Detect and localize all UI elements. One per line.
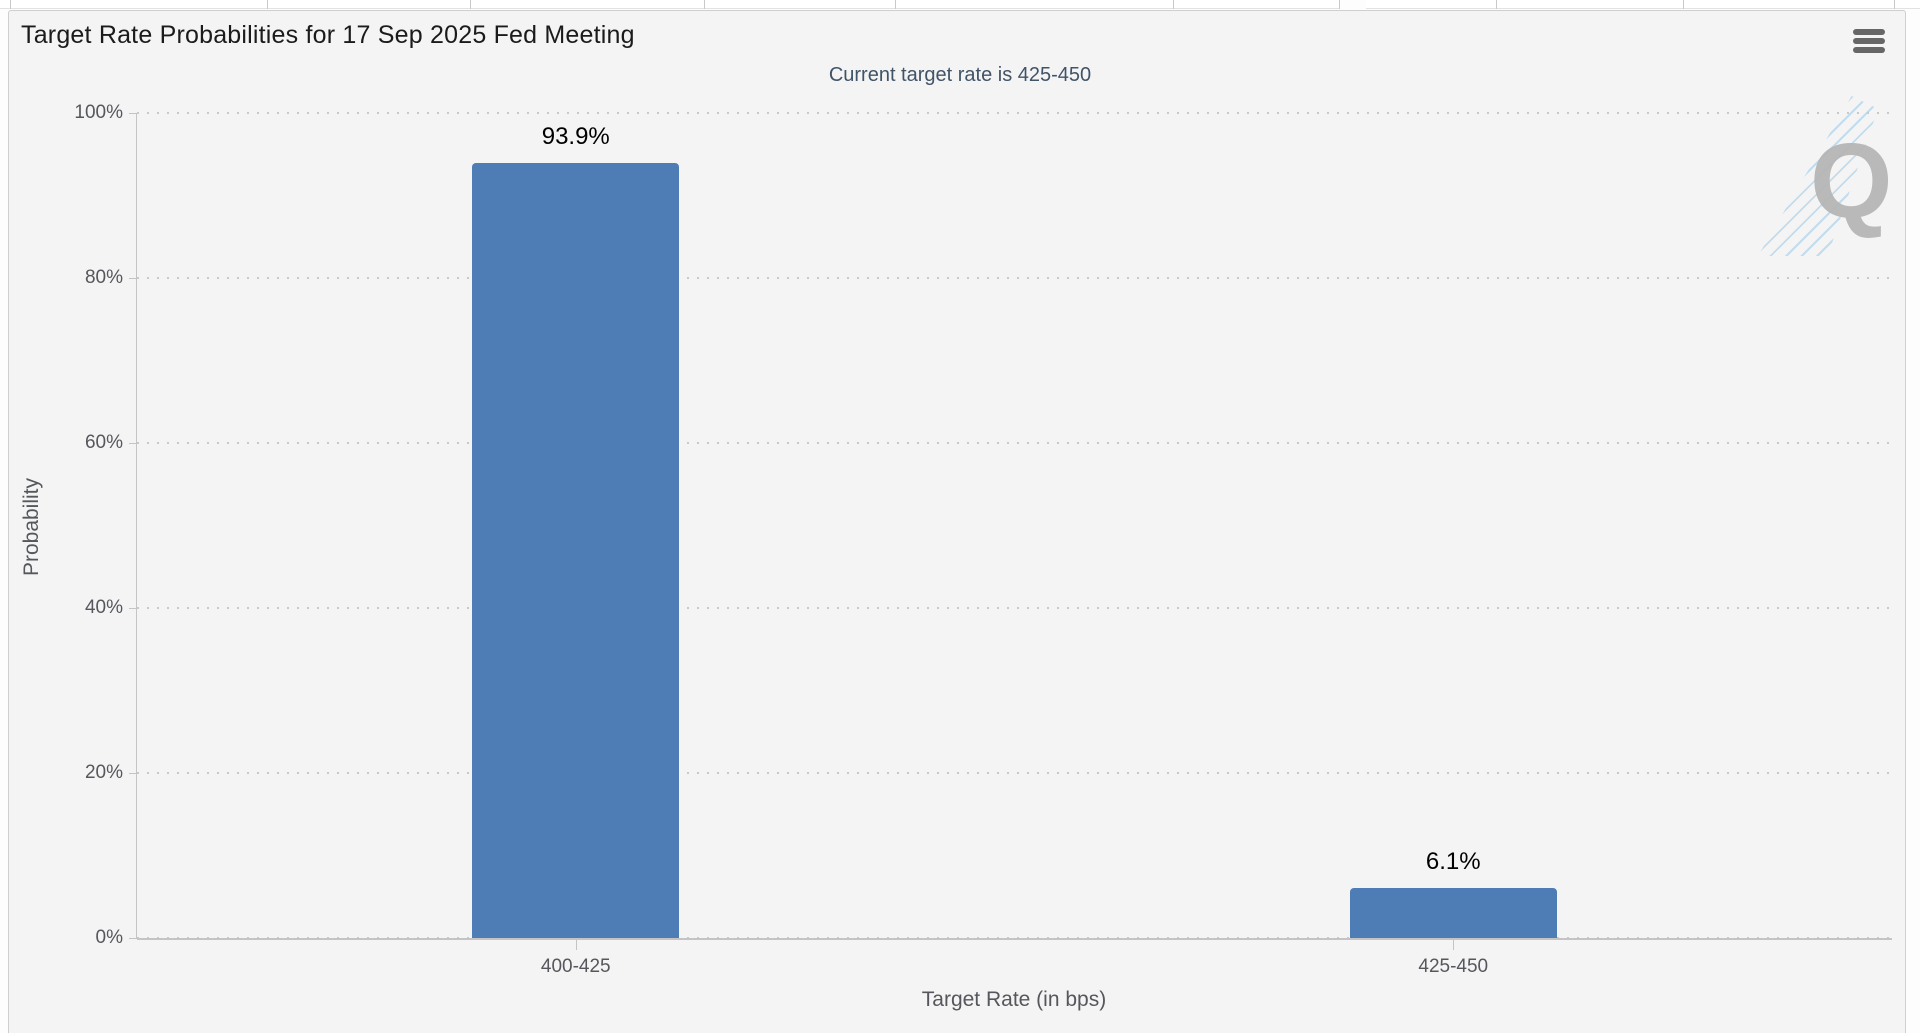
y-axis-label: 0%	[95, 927, 123, 948]
tab-divider	[704, 0, 705, 9]
tab-divider	[1683, 0, 1684, 9]
probability-bar[interactable]	[1349, 887, 1557, 938]
chart-panel	[8, 10, 1906, 1033]
tab-divider	[1173, 0, 1174, 9]
x-axis-line	[137, 938, 1892, 940]
y-axis-line	[136, 113, 137, 938]
tab-divider	[267, 0, 268, 9]
bar-value-label: 93.9%	[541, 123, 610, 151]
y-axis-tick	[129, 278, 137, 279]
y-axis-tick	[129, 113, 137, 114]
y-axis-tick	[129, 938, 137, 939]
chart-context-menu-button[interactable]	[1849, 24, 1889, 60]
y-axis-label: 100%	[74, 102, 123, 123]
tab-divider	[1339, 0, 1340, 9]
y-gridline	[137, 277, 1892, 279]
tab-divider	[1496, 0, 1497, 9]
y-axis-label: 40%	[84, 597, 123, 618]
hamburger-menu-icon	[1853, 29, 1885, 53]
top-tab-strip-right[interactable]	[1366, 0, 1920, 9]
y-axis-tick	[129, 773, 137, 774]
bar-value-label: 6.1%	[1425, 847, 1481, 875]
tab-divider	[10, 0, 11, 9]
x-axis-tick	[575, 940, 577, 950]
y-gridline	[137, 112, 1892, 114]
x-axis-category-label: 425-450	[1418, 956, 1489, 977]
y-gridline	[137, 607, 1892, 609]
chart-subtitle: Current target rate is 425-450	[828, 64, 1092, 86]
tab-divider	[1894, 0, 1895, 9]
y-axis-title: Probability	[20, 477, 43, 577]
y-gridline	[137, 772, 1892, 774]
y-axis-tick	[129, 443, 137, 444]
tab-divider	[470, 0, 471, 9]
x-axis-category-label: 400-425	[540, 956, 611, 977]
x-axis-tick	[1453, 940, 1455, 950]
tab-divider	[895, 0, 896, 9]
top-tab-strip-left[interactable]	[0, 0, 1340, 9]
y-gridline	[137, 442, 1892, 444]
chart-title: Target Rate Probabilities for 17 Sep 202…	[21, 21, 635, 49]
y-axis-tick	[129, 608, 137, 609]
y-axis-label: 60%	[84, 432, 123, 453]
y-axis-label: 20%	[84, 762, 123, 783]
y-axis-label: 80%	[84, 267, 123, 288]
probability-bar[interactable]	[472, 163, 680, 938]
x-axis-title: Target Rate (in bps)	[921, 988, 1107, 1011]
